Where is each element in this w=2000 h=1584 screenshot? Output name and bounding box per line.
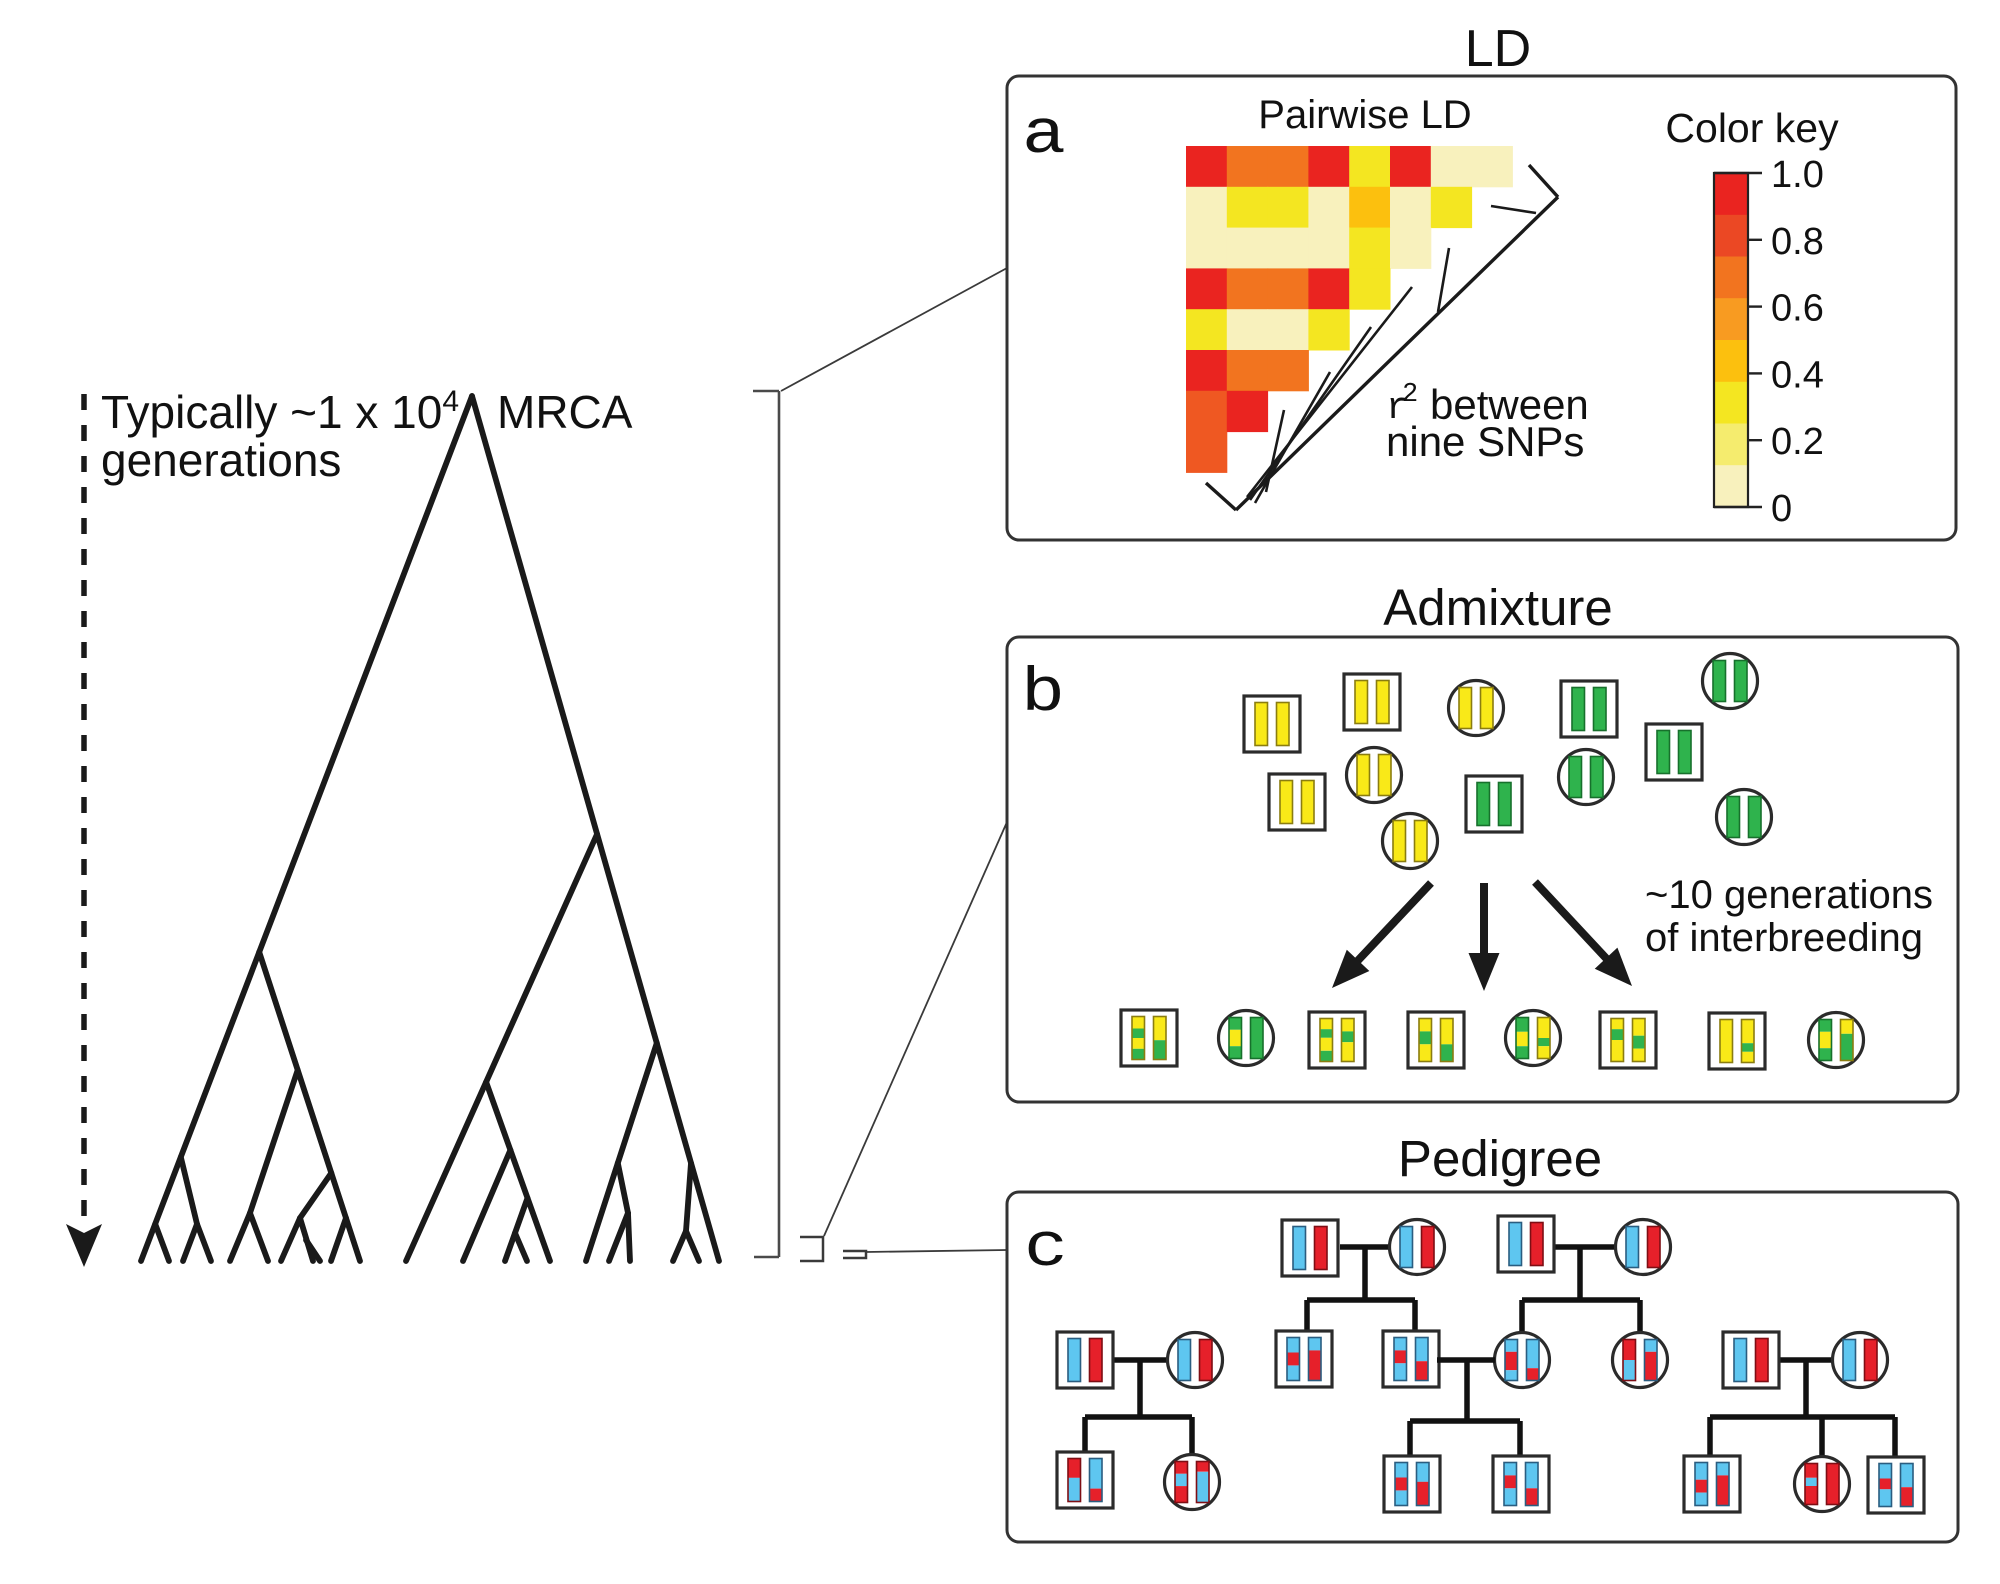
svg-text:generations: generations (101, 434, 341, 486)
svg-text:MRCA: MRCA (497, 386, 633, 438)
svg-text:LD: LD (1465, 20, 1531, 78)
svg-text:Typically ~1 x 104: Typically ~1 x 104 (101, 385, 459, 438)
svg-text:nine SNPs: nine SNPs (1386, 418, 1584, 465)
svg-text:Admixture: Admixture (1383, 579, 1613, 636)
svg-text:Pairwise LD: Pairwise LD (1258, 93, 1471, 137)
svg-text:Color key: Color key (1665, 105, 1839, 151)
svg-text:2: 2 (1402, 380, 1418, 410)
svg-text:0.4: 0.4 (1771, 354, 1824, 396)
svg-text:0: 0 (1771, 488, 1792, 530)
svg-text:1.0: 1.0 (1771, 154, 1824, 196)
svg-text:a: a (1022, 102, 1066, 171)
svg-text:0.6: 0.6 (1771, 288, 1824, 330)
svg-text:~10 generations: ~10 generations (1645, 873, 1933, 917)
svg-text:between: between (1430, 381, 1589, 428)
svg-text:r: r (1386, 387, 1409, 430)
svg-text:Pedigree: Pedigree (1398, 1130, 1602, 1187)
svg-text:b: b (1021, 660, 1065, 729)
svg-text:0.2: 0.2 (1771, 421, 1824, 463)
svg-text:c: c (1024, 1215, 1068, 1284)
svg-text:of interbreeding: of interbreeding (1645, 916, 1923, 960)
svg-text:0.8: 0.8 (1771, 221, 1824, 263)
